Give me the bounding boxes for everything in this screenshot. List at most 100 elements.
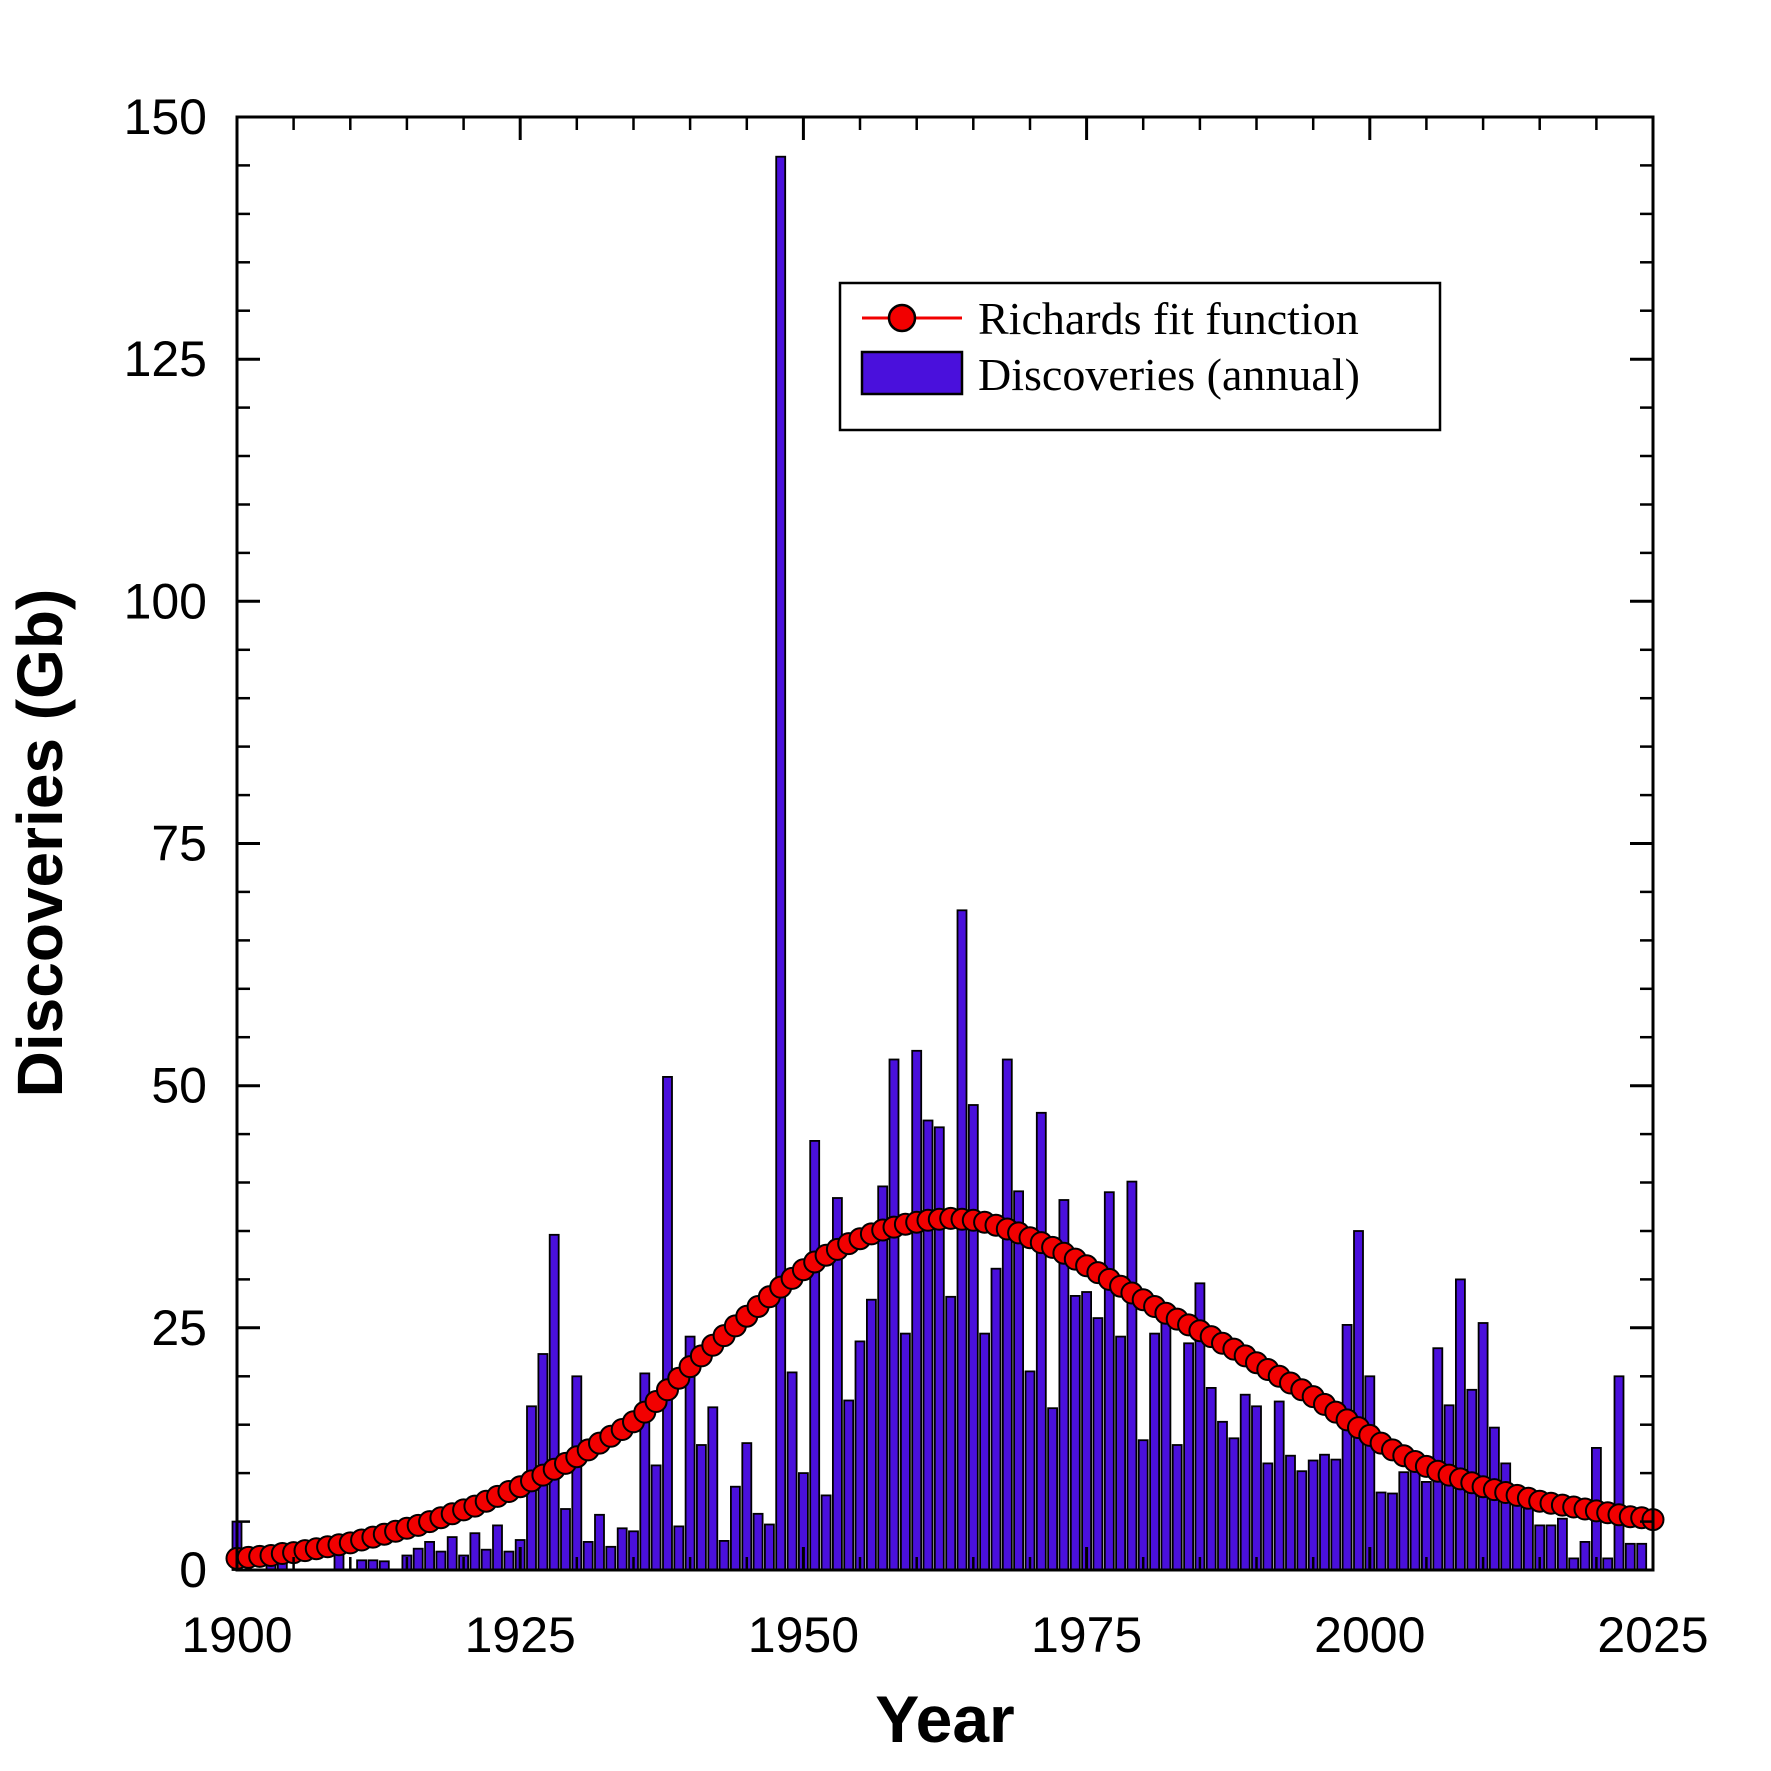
- bar-1941: [696, 1444, 707, 1571]
- bar-1937: [650, 1464, 662, 1571]
- bar-1986: [1205, 1387, 1217, 1571]
- bar-1952: [820, 1494, 832, 1571]
- x-axis-tick-labels: 1900 1925 1950 1975 2000 2025: [181, 1607, 1708, 1663]
- bar-1944: [730, 1485, 741, 1571]
- bar-2005: [1421, 1481, 1432, 1571]
- bar-2003: [1398, 1471, 1410, 1571]
- bar-1947: [764, 1523, 775, 1571]
- y-tick-label-150: 150: [124, 89, 207, 145]
- legend-fit-label: Richards fit function: [978, 293, 1359, 344]
- legend-bars-label: Discoveries (annual): [978, 349, 1360, 400]
- bar-1996: [1319, 1453, 1330, 1571]
- bar-1991: [1262, 1462, 1274, 1571]
- bar-1971: [1035, 1111, 1047, 1571]
- bar-2023: [1624, 1542, 1636, 1571]
- bar-2002: [1387, 1492, 1398, 1571]
- bar-1977: [1103, 1191, 1115, 1571]
- bar-2008: [1455, 1278, 1466, 1571]
- bar-1968: [1001, 1058, 1013, 1571]
- bar-1946: [752, 1512, 764, 1571]
- bar-1972: [1047, 1407, 1058, 1571]
- x-axis-title: Year: [875, 1682, 1014, 1756]
- bar-1954: [843, 1399, 855, 1571]
- bar-1943: [718, 1540, 730, 1571]
- bar-2000: [1364, 1375, 1376, 1571]
- bar-1995: [1307, 1459, 1319, 1571]
- bar-2012: [1500, 1462, 1512, 1571]
- bar-1989: [1239, 1393, 1251, 1571]
- bar-1974: [1069, 1295, 1081, 1571]
- bar-2019: [1579, 1541, 1591, 1571]
- bar-1955: [854, 1340, 866, 1571]
- bar-1993: [1285, 1454, 1296, 1571]
- legend: Richards fit function Discoveries (annua…: [838, 281, 1442, 432]
- y-axis-title: Discoveries (Gb): [4, 589, 76, 1098]
- bar-1958: [888, 1058, 900, 1571]
- bar-2022: [1613, 1375, 1625, 1571]
- x-tick-label-1950: 1950: [748, 1607, 859, 1663]
- x-tick-label-1975: 1975: [1031, 1607, 1142, 1663]
- y-tick-label-50: 50: [151, 1058, 207, 1114]
- y-axis-ticks: [237, 115, 1653, 1572]
- bar-1984: [1183, 1342, 1194, 1571]
- bar-1938: [662, 1076, 673, 1571]
- bar-1981: [1149, 1332, 1160, 1571]
- bar-1978: [1115, 1335, 1126, 1571]
- bar-1997: [1330, 1458, 1342, 1571]
- x-tick-label-1900: 1900: [181, 1607, 292, 1663]
- bar-1939: [673, 1525, 685, 1571]
- bar-1918: [435, 1550, 447, 1571]
- bar-2010: [1477, 1322, 1489, 1571]
- legend-bar-swatch-icon: [860, 350, 964, 396]
- bar-2018: [1568, 1557, 1580, 1571]
- bar-1957: [877, 1185, 889, 1571]
- bar-1929: [560, 1508, 571, 1571]
- bar-1980: [1137, 1439, 1149, 1571]
- bar-2016: [1545, 1524, 1557, 1571]
- y-tick-label-0: 0: [179, 1542, 207, 1598]
- bar-1979: [1126, 1180, 1138, 1571]
- bar-1949: [786, 1371, 798, 1571]
- bar-1992: [1273, 1400, 1285, 1571]
- bar-1917: [424, 1541, 436, 1571]
- bar-1963: [945, 1295, 957, 1571]
- bar-1970: [1024, 1370, 1036, 1571]
- bar-1990: [1251, 1405, 1262, 1571]
- y-axis-tick-labels: 0 25 50 75 100 125 150: [124, 89, 207, 1598]
- bar-1999: [1353, 1230, 1364, 1571]
- bar-1988: [1228, 1437, 1240, 1571]
- bar-1934: [616, 1527, 628, 1571]
- bar-2024: [1636, 1542, 1648, 1571]
- bar-1945: [741, 1442, 753, 1571]
- bar-1966: [979, 1332, 990, 1571]
- y-tick-label-25: 25: [151, 1300, 207, 1356]
- bar-2004: [1409, 1470, 1421, 1571]
- bar-1924: [503, 1550, 515, 1571]
- x-tick-label-2025: 2025: [1597, 1607, 1708, 1663]
- bar-1969: [1013, 1190, 1024, 1571]
- bar-1922: [480, 1548, 492, 1571]
- bar-1951: [809, 1140, 821, 1571]
- bar-1982: [1160, 1320, 1172, 1571]
- legend-fit-marker-icon: [887, 303, 917, 333]
- bar-1987: [1217, 1420, 1228, 1571]
- bar-1976: [1092, 1317, 1104, 1571]
- bar-1960: [911, 1049, 923, 1571]
- x-tick-label-2000: 2000: [1314, 1607, 1425, 1663]
- y-tick-label-75: 75: [151, 816, 207, 872]
- y-tick-label-125: 125: [124, 331, 207, 387]
- bar-1923: [492, 1524, 503, 1571]
- bar-1921: [469, 1532, 481, 1571]
- bar-1959: [900, 1332, 911, 1571]
- bar-1932: [594, 1513, 605, 1571]
- bar-1956: [866, 1298, 877, 1571]
- bar-2021: [1602, 1557, 1614, 1571]
- bar-1948: [775, 155, 787, 1571]
- bar-1962: [933, 1126, 945, 1571]
- bar-2007: [1443, 1404, 1455, 1571]
- bar-1967: [990, 1267, 1002, 1571]
- bar-1964: [956, 909, 968, 1571]
- bar-1916: [412, 1547, 424, 1571]
- bar-2013: [1511, 1495, 1523, 1571]
